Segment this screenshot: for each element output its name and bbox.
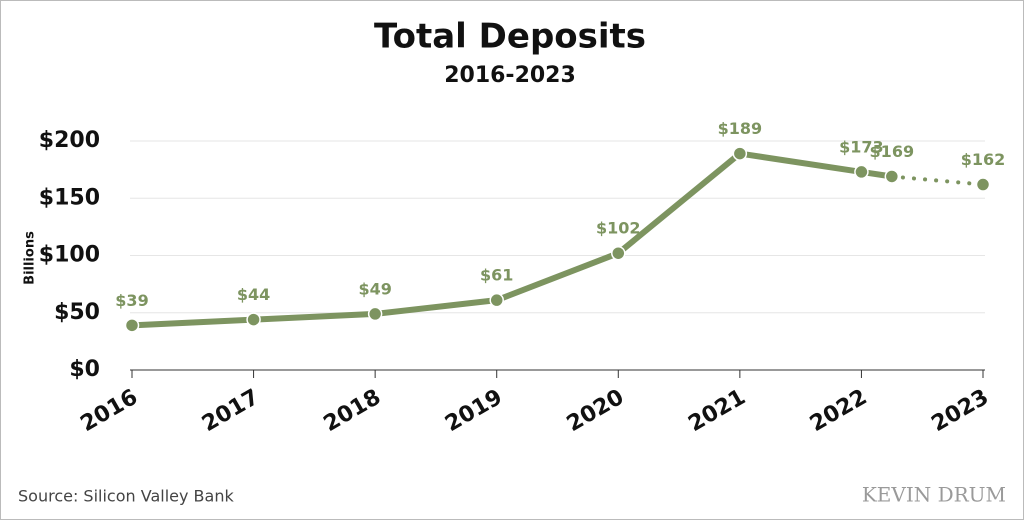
data-label: $173 [839, 137, 884, 156]
data-label: $162 [961, 150, 1006, 169]
branding: KEVIN DRUM [862, 483, 1006, 507]
data-point [884, 169, 900, 184]
data-point [246, 312, 261, 327]
data-label: $44 [237, 285, 270, 304]
data-point [124, 318, 140, 333]
data-point [489, 292, 504, 308]
data-point [975, 177, 991, 192]
y-tick-label: $200 [39, 128, 100, 153]
data-point [611, 245, 626, 261]
data-point [732, 146, 748, 161]
data-label: $39 [115, 291, 148, 310]
data-point [854, 164, 869, 180]
chart-title: Total Deposits [374, 17, 646, 57]
data-label: $169 [870, 142, 915, 161]
line [129, 150, 895, 329]
data-label: $189 [718, 119, 763, 138]
line-projection [889, 174, 985, 187]
data-label: $102 [596, 219, 641, 238]
y-tick-label: $50 [54, 300, 100, 325]
y-tick-label: $150 [39, 185, 100, 210]
y-axis-label: Billions [23, 231, 38, 285]
source: Source: Silicon Valley Bank [18, 487, 234, 506]
data-label: $61 [480, 266, 513, 285]
data-point [367, 306, 383, 322]
y-tick-label: $0 [69, 357, 100, 382]
chart-subtitle: 2016-2023 [444, 63, 576, 88]
y-tick-label: $100 [39, 243, 100, 268]
data-label: $49 [358, 279, 391, 298]
